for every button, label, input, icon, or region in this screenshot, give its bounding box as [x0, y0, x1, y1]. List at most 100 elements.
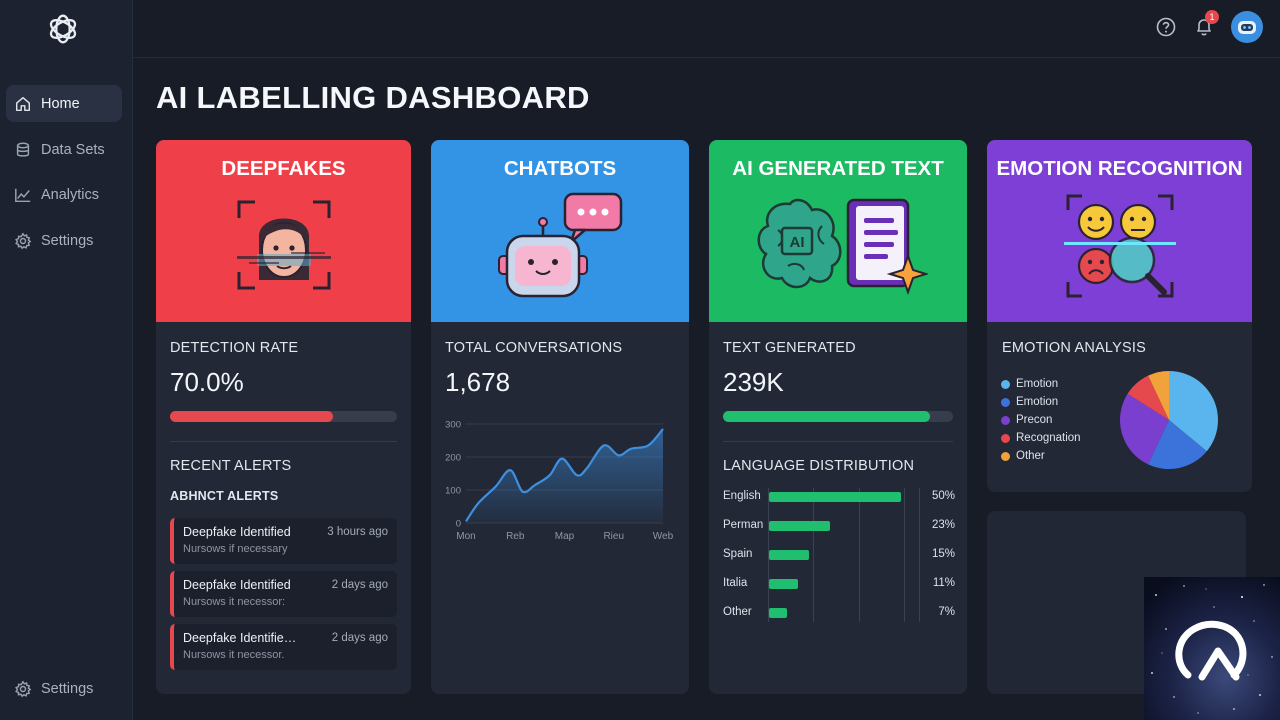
x-tick-label: Web — [653, 531, 674, 542]
sidebar-item-settings[interactable]: Settings — [6, 222, 122, 259]
sidebar-item-data-sets[interactable]: Data Sets — [6, 131, 122, 168]
language-row: Italia 11% — [723, 576, 955, 592]
gear-icon — [15, 680, 32, 697]
alert-item[interactable]: Deepfake Identified 2 days ago Nursows i… — [170, 571, 397, 617]
legend-label: Other — [1016, 450, 1045, 462]
legend-item: Other — [1001, 449, 1045, 463]
deepfakes-title: DEEPFAKES — [221, 157, 346, 180]
sidebar-item-label: Home — [41, 95, 80, 112]
legend-item: Precon — [1001, 413, 1052, 427]
language-row: Perman 23% — [723, 518, 955, 534]
sidebar-item-label: Settings — [41, 680, 94, 697]
detection-rate-label: DETECTION RATE — [170, 340, 299, 356]
alert-title: Deepfake Identifie… — [183, 631, 297, 645]
chatbots-card: CHATBOTS TOTAL CONVERSATIONS 1,678 0 100 2… — [431, 140, 689, 694]
series-line — [465, 428, 664, 522]
legend-dot — [1001, 379, 1010, 389]
total-conversations-label: TOTAL CONVERSATIONS — [445, 340, 623, 356]
language-distribution-heading: LANGUAGE DISTRIBUTION — [723, 458, 915, 474]
y-tick-label: 100 — [445, 486, 461, 497]
legend-dot — [1001, 415, 1010, 425]
language-name: Other — [723, 606, 752, 618]
analytics-icon — [15, 188, 31, 202]
divider — [723, 441, 953, 442]
x-tick-label: Map — [555, 531, 575, 542]
x-tick-label: Rieu — [603, 531, 624, 542]
language-percent: 7% — [938, 606, 955, 618]
series-area — [466, 428, 663, 523]
detection-rate-progress-fill — [170, 411, 334, 422]
language-row: Spain 15% — [723, 547, 955, 563]
x-tick-label: Reb — [506, 531, 525, 542]
text-generated-value: 239K — [723, 367, 784, 397]
ai-text-title: AI GENERATED TEXT — [732, 157, 944, 180]
sidebar-item-label: Analytics — [41, 186, 100, 203]
pie-slice — [1127, 375, 1169, 420]
language-bar — [769, 550, 809, 560]
pie-slice — [1148, 420, 1207, 469]
chatbot-robot-icon — [498, 192, 623, 298]
sidebar-item-analytics[interactable]: Analytics — [6, 176, 122, 213]
help-icon[interactable] — [1155, 16, 1177, 38]
chatbots-title: CHATBOTS — [503, 157, 617, 180]
sidebar-item-label: Settings — [41, 232, 94, 249]
bell-icon[interactable] — [1193, 16, 1215, 38]
ai-chip-label: AI — [790, 234, 805, 251]
chatbots-header: CHATBOTS — [431, 140, 689, 322]
language-bar — [769, 521, 830, 531]
y-tick-label: 300 — [445, 420, 461, 431]
alert-item[interactable]: Deepfake Identifie… 2 days ago Nursows i… — [170, 624, 397, 670]
page-title: AI LABELLING DASHBOARD — [156, 80, 590, 115]
legend-label: Precon — [1016, 414, 1053, 426]
emotion-pie-chart — [1120, 371, 1218, 469]
gear-icon — [15, 232, 32, 249]
user-avatar[interactable] — [1231, 11, 1263, 43]
divider — [170, 441, 397, 442]
language-bar — [769, 608, 788, 618]
ai-text-card: AI GENERATED TEXT AI TEXT GENERATED 239K… — [709, 140, 967, 694]
legend-item: Recognation — [1001, 431, 1081, 445]
language-percent: 15% — [931, 548, 955, 560]
sidebar-item-settings-bottom[interactable]: Settings — [6, 670, 122, 707]
legend-dot — [1001, 433, 1010, 443]
alert-time: 2 days ago — [331, 632, 388, 644]
logo-watermark-image — [1144, 577, 1280, 720]
face-scan-icon — [236, 200, 331, 290]
language-percent: 11% — [932, 577, 955, 589]
sidebar-item-home[interactable]: Home — [6, 85, 122, 122]
legend-dot — [1001, 397, 1010, 407]
database-icon — [16, 142, 30, 157]
pie-slice — [1120, 393, 1169, 465]
alert-subtitle: Nursows if necessary — [183, 543, 288, 555]
x-tick-label: Mon — [456, 531, 475, 542]
sidebar: Home Data Sets Analytics Settings Settin… — [0, 0, 133, 720]
language-percent: 23% — [931, 519, 955, 531]
detection-rate-value: 70.0% — [170, 367, 244, 397]
legend-label: Emotion — [1016, 378, 1059, 390]
language-row: Other 7% — [723, 605, 955, 621]
pie-slice — [1148, 371, 1169, 420]
alert-title: Deepfake Identified — [183, 578, 291, 592]
legend-dot — [1001, 451, 1010, 461]
app-logo-icon[interactable] — [44, 10, 82, 48]
total-conversations-value: 1,678 — [445, 367, 511, 397]
alerts-subheading: ABHNCT ALERTS — [170, 489, 279, 503]
alert-subtitle: Nursows it necessor: — [183, 596, 286, 608]
ai-brain-document-icon: AI — [757, 198, 928, 295]
legend-item: Emotion — [1001, 395, 1058, 409]
notification-badge: 1 — [1205, 10, 1219, 24]
alert-time: 2 days ago — [331, 579, 388, 591]
alert-subtitle: Nursows it necessor. — [183, 649, 285, 661]
recent-alerts-heading: RECENT ALERTS — [170, 458, 292, 474]
language-name: Perman — [723, 519, 764, 531]
y-tick-label: 200 — [445, 453, 461, 464]
text-generated-label: TEXT GENERATED — [723, 340, 856, 356]
language-name: Spain — [723, 548, 753, 560]
alert-time: 3 hours ago — [327, 526, 388, 538]
emotion-card: EMOTION RECOGNITION EMOTION ANALYSIS Emo… — [987, 140, 1252, 492]
top-bar — [133, 0, 1280, 58]
alert-item[interactable]: Deepfake Identified 3 hours ago Nursows … — [170, 518, 397, 564]
language-bar — [769, 579, 799, 589]
language-name: Italia — [723, 577, 748, 589]
pie-slice — [1169, 371, 1218, 452]
